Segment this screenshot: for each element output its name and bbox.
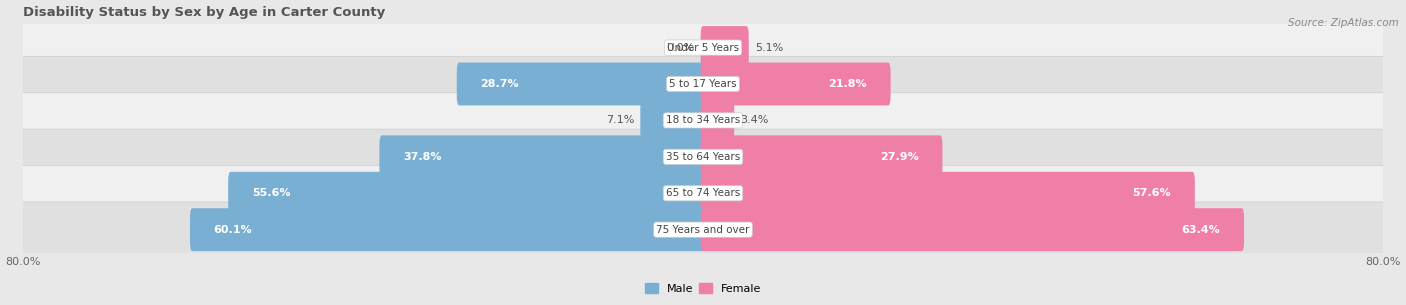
Text: 37.8%: 37.8% bbox=[404, 152, 441, 162]
FancyBboxPatch shape bbox=[700, 172, 1195, 215]
FancyBboxPatch shape bbox=[640, 99, 706, 142]
FancyBboxPatch shape bbox=[21, 202, 1385, 257]
FancyBboxPatch shape bbox=[21, 56, 1385, 112]
Text: 60.1%: 60.1% bbox=[214, 225, 252, 235]
Text: 63.4%: 63.4% bbox=[1181, 225, 1220, 235]
Text: 57.6%: 57.6% bbox=[1133, 188, 1171, 198]
FancyBboxPatch shape bbox=[21, 93, 1385, 148]
Legend: Male, Female: Male, Female bbox=[640, 279, 766, 298]
FancyBboxPatch shape bbox=[190, 208, 706, 251]
FancyBboxPatch shape bbox=[700, 63, 890, 106]
Text: 28.7%: 28.7% bbox=[481, 79, 519, 89]
Text: 21.8%: 21.8% bbox=[828, 79, 868, 89]
FancyBboxPatch shape bbox=[380, 135, 706, 178]
Text: 0.0%: 0.0% bbox=[666, 43, 695, 52]
Text: 35 to 64 Years: 35 to 64 Years bbox=[666, 152, 740, 162]
Text: 55.6%: 55.6% bbox=[252, 188, 290, 198]
FancyBboxPatch shape bbox=[21, 166, 1385, 221]
Text: Source: ZipAtlas.com: Source: ZipAtlas.com bbox=[1288, 18, 1399, 28]
Text: Disability Status by Sex by Age in Carter County: Disability Status by Sex by Age in Carte… bbox=[24, 5, 385, 19]
Text: 3.4%: 3.4% bbox=[741, 115, 769, 125]
FancyBboxPatch shape bbox=[21, 20, 1385, 75]
Text: 7.1%: 7.1% bbox=[606, 115, 634, 125]
FancyBboxPatch shape bbox=[457, 63, 706, 106]
Text: 5 to 17 Years: 5 to 17 Years bbox=[669, 79, 737, 89]
FancyBboxPatch shape bbox=[21, 129, 1385, 185]
Text: 5.1%: 5.1% bbox=[755, 43, 783, 52]
Text: 27.9%: 27.9% bbox=[880, 152, 920, 162]
Text: 65 to 74 Years: 65 to 74 Years bbox=[666, 188, 740, 198]
FancyBboxPatch shape bbox=[700, 135, 942, 178]
Text: 18 to 34 Years: 18 to 34 Years bbox=[666, 115, 740, 125]
FancyBboxPatch shape bbox=[228, 172, 706, 215]
FancyBboxPatch shape bbox=[700, 99, 734, 142]
FancyBboxPatch shape bbox=[700, 208, 1244, 251]
FancyBboxPatch shape bbox=[700, 26, 749, 69]
Text: Under 5 Years: Under 5 Years bbox=[666, 43, 740, 52]
Text: 75 Years and over: 75 Years and over bbox=[657, 225, 749, 235]
